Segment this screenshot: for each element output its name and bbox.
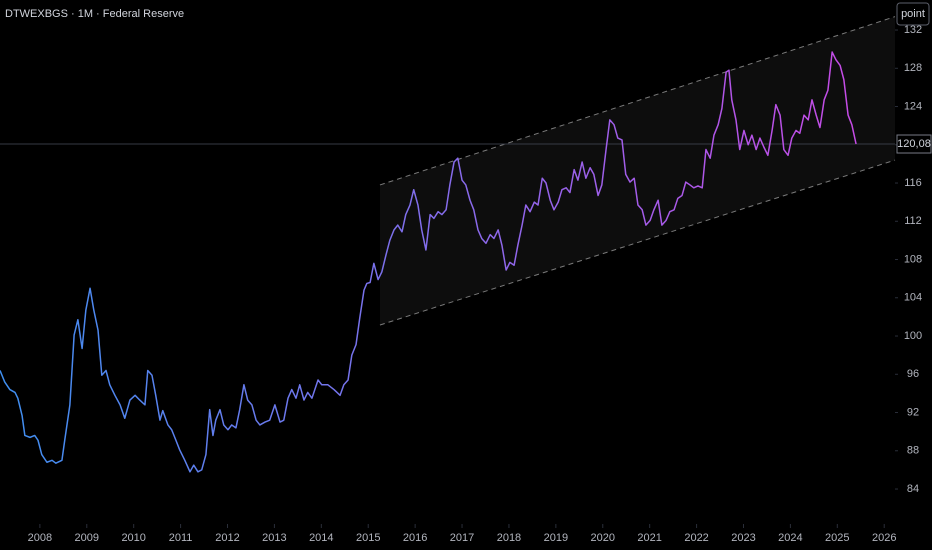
- x-tick-label: 2017: [450, 532, 474, 544]
- x-tick-label: 2013: [262, 532, 286, 544]
- last-value-box: [896, 134, 932, 154]
- y-tick-label: 88: [907, 445, 919, 457]
- y-tick-label: 128: [904, 62, 922, 74]
- x-tick-label: 2018: [497, 532, 521, 544]
- y-tick-label: 92: [907, 406, 919, 418]
- x-tick-label: 2008: [28, 532, 52, 544]
- scale-button-label[interactable]: point: [901, 8, 925, 20]
- channel-lower: [379, 159, 896, 326]
- x-tick-label: 2024: [778, 532, 802, 544]
- y-tick-label: 104: [904, 292, 922, 304]
- y-tick-label: 108: [904, 253, 922, 265]
- price-line: [0, 51, 857, 473]
- scale-button[interactable]: [896, 2, 930, 26]
- x-tick-label: 2009: [75, 532, 99, 544]
- y-tick-label: 124: [904, 100, 922, 112]
- x-tick-label: 2020: [591, 532, 615, 544]
- x-tick-label: 2016: [403, 532, 427, 544]
- y-tick-label: 116: [904, 177, 922, 189]
- x-tick-label: 2011: [169, 532, 193, 544]
- y-tick-label: 84: [907, 483, 919, 495]
- x-tick-label: 2025: [825, 532, 849, 544]
- chart-title: DTWEXBGS · 1M · Federal Reserve: [5, 8, 184, 20]
- x-tick-label: 2014: [309, 532, 333, 544]
- x-tick-label: 2021: [637, 532, 661, 544]
- x-tick-label: 2015: [356, 532, 380, 544]
- x-tick-label: 2023: [731, 532, 755, 544]
- y-tick-label: 132: [904, 24, 922, 36]
- x-tick-label: 2019: [544, 532, 568, 544]
- x-tick-label: 2012: [215, 532, 239, 544]
- x-tick-label: 2010: [121, 532, 145, 544]
- y-tick-label: 96: [907, 368, 919, 380]
- channel-upper: [379, 16, 896, 186]
- y-tick-label: 100: [904, 330, 922, 342]
- last-value-label: 120,08: [897, 138, 931, 150]
- x-tick-label: 2026: [872, 532, 896, 544]
- x-tick-label: 2022: [684, 532, 708, 544]
- y-tick-label: 112: [904, 215, 922, 227]
- channel-area: [379, 16, 895, 326]
